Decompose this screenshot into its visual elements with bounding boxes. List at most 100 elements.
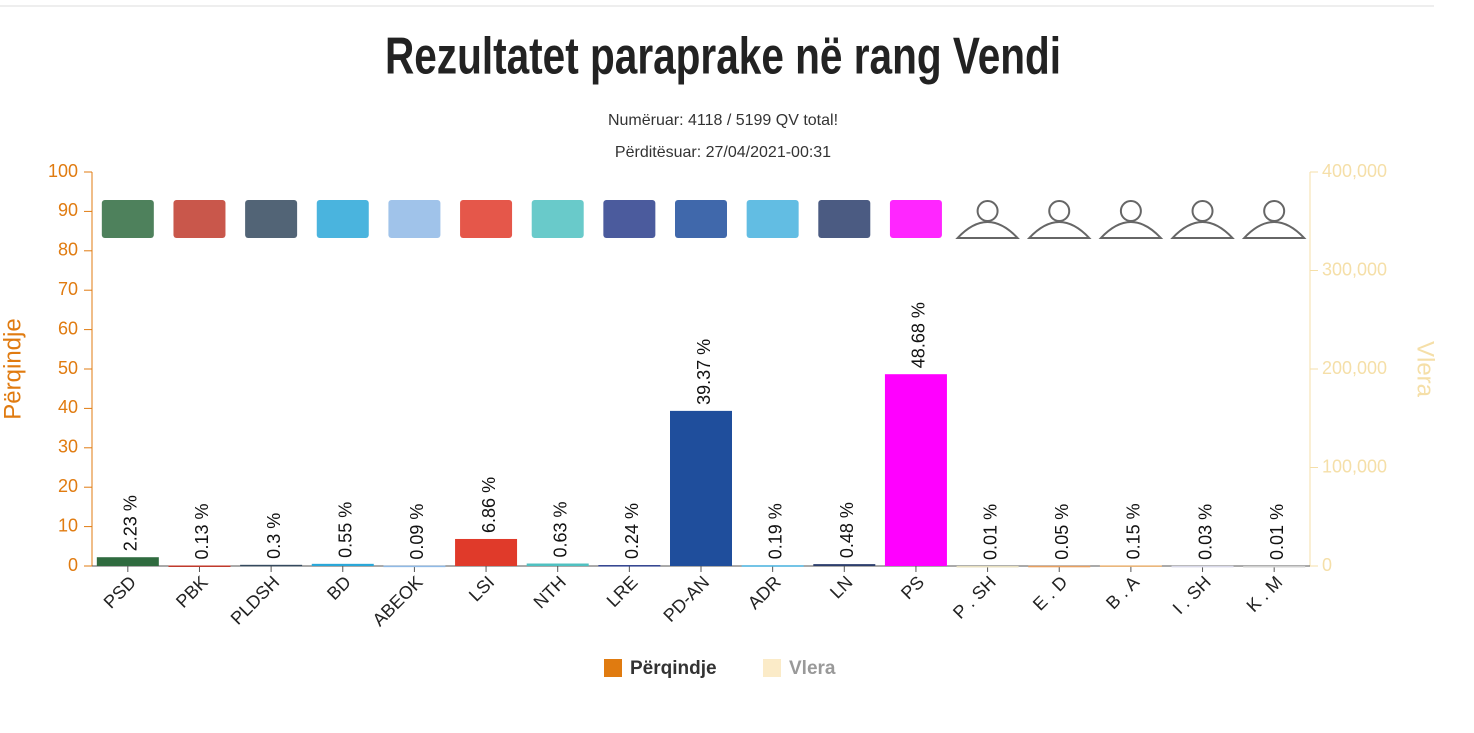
person-icon [1098, 221, 1164, 239]
legend-swatch [604, 659, 622, 677]
party-logo [531, 200, 584, 238]
y-tick-label: 0 [68, 555, 78, 575]
bar [455, 538, 518, 566]
x-tick-label: B . A [1102, 572, 1143, 613]
person-icon [1263, 200, 1286, 222]
party-logo [746, 200, 799, 238]
party-logo [388, 200, 441, 238]
value-label: 0.09 % [407, 504, 427, 560]
bar [168, 565, 231, 567]
person-icon [1026, 221, 1092, 239]
title-group: Rezultatet paraprake në rang Vendi [385, 27, 1061, 85]
bar [96, 557, 159, 566]
bar [884, 374, 947, 566]
x-tick-label: K . M [1243, 572, 1287, 616]
party-logo [316, 200, 369, 238]
value-label: 0.05 % [1052, 504, 1072, 560]
bar [1171, 565, 1234, 568]
bar [1243, 565, 1306, 568]
y2-tick-label: 400,000 [1322, 161, 1387, 181]
y-tick-label: 30 [58, 437, 78, 457]
y-tick-label: 40 [58, 397, 78, 417]
party-logo [173, 200, 226, 238]
subtitle: Përditësuar: 27/04/2021-00:31 [615, 144, 831, 161]
legend-swatch [763, 659, 781, 677]
value-label: 0.01 % [1267, 504, 1287, 560]
person-icon [1191, 200, 1214, 222]
y-tick-label: 90 [58, 200, 78, 220]
y-tick-label: 80 [58, 240, 78, 260]
party-logo [101, 200, 154, 238]
person-icon [1170, 221, 1235, 239]
y-tick-label: 70 [58, 279, 78, 299]
y-axis-title: Përqindje [0, 318, 26, 419]
person-icon [1048, 200, 1071, 222]
person-icon [976, 200, 999, 222]
bar [598, 565, 661, 567]
value-label: 0.15 % [1124, 503, 1144, 559]
x-tick-label: ABEOK [369, 572, 427, 630]
x-tick-label: BD [323, 572, 355, 604]
bar [1099, 565, 1162, 567]
party-logo [245, 200, 298, 238]
x-tick-label: LN [826, 572, 856, 602]
y2-tick-label: 300,000 [1322, 259, 1387, 279]
value-label: 0.3 % [264, 513, 284, 559]
bar [1028, 565, 1091, 568]
x-tick-label: PBK [172, 572, 212, 612]
bar [383, 565, 446, 568]
party-logo [603, 200, 656, 238]
value-label: 0.55 % [336, 502, 356, 558]
value-label: 0.63 % [550, 501, 570, 557]
bar [240, 564, 303, 567]
y2-axis-title: Vlera [1412, 341, 1439, 398]
value-label: 0.03 % [1195, 504, 1215, 560]
value-label: 0.24 % [622, 503, 642, 559]
legend-label: Përqindje [630, 658, 717, 679]
bar [813, 564, 876, 566]
value-label: 39.37 % [694, 339, 714, 405]
chart-title: Rezultatet paraprake në rang Vendi [385, 27, 1061, 85]
value-label: 0.19 % [765, 503, 785, 559]
x-tick-label: PSD [100, 572, 140, 612]
x-tick-label: LSI [465, 572, 498, 605]
y2-tick-label: 0 [1322, 555, 1332, 575]
y-tick-label: 20 [58, 476, 78, 496]
x-tick-label: P . SH [949, 572, 1000, 623]
y2-tick-label: 100,000 [1322, 456, 1387, 476]
person-icon [1119, 200, 1142, 222]
person-icon [955, 221, 1020, 239]
party-logo [460, 200, 513, 238]
party-logo [675, 200, 727, 238]
y-tick-label: 60 [58, 318, 78, 338]
value-label: 2.23 % [121, 495, 141, 551]
party-logo [889, 200, 942, 238]
value-label: 0.01 % [980, 504, 1000, 560]
y-tick-label: 100 [48, 161, 78, 181]
bar [526, 563, 589, 566]
x-tick-label: PLDSH [227, 572, 284, 629]
x-tick-label: LRE [603, 572, 642, 611]
x-tick-label: NTH [530, 572, 570, 612]
x-tick-label: PS [897, 572, 928, 603]
value-label: 0.48 % [837, 502, 857, 558]
value-label: 0.13 % [192, 503, 212, 559]
person-icon [1241, 221, 1307, 239]
x-tick-label: I . SH [1169, 572, 1215, 618]
legend-label: Vlera [789, 658, 836, 679]
bar [311, 563, 374, 566]
party-logo [818, 200, 871, 238]
x-tick-label: PD-AN [659, 572, 713, 626]
bar [741, 565, 804, 567]
bar [670, 410, 732, 566]
x-tick-label: ADR [744, 572, 785, 613]
y2-tick-label: 200,000 [1322, 358, 1387, 378]
value-label: 48.68 % [909, 302, 929, 368]
subtitle: Numëruar: 4118 / 5199 QV total! [608, 112, 838, 129]
bar [956, 565, 1019, 568]
value-label: 6.86 % [479, 477, 499, 533]
y-tick-label: 10 [58, 515, 78, 535]
y-tick-label: 50 [58, 358, 78, 378]
x-tick-label: E . D [1029, 572, 1071, 614]
